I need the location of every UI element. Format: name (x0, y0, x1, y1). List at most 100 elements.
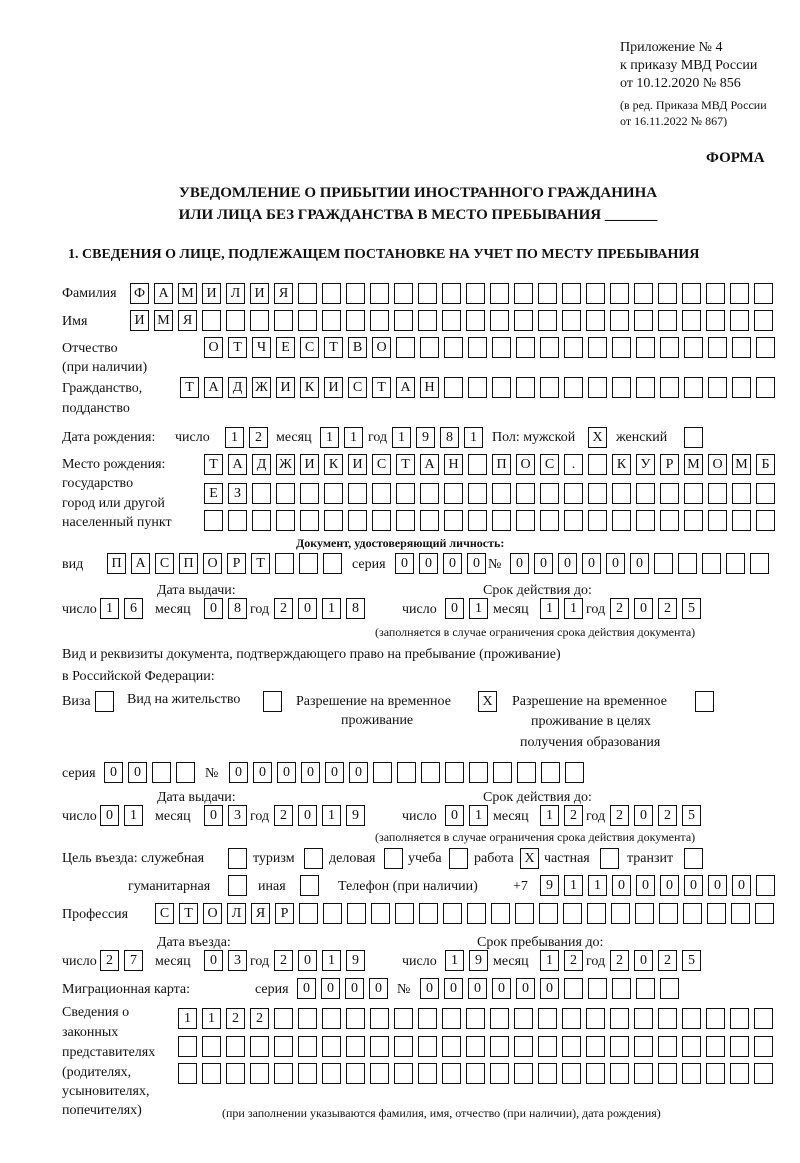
char-cell[interactable] (300, 510, 319, 531)
char-cell[interactable]: 0 (612, 875, 631, 896)
char-cell[interactable] (732, 337, 751, 358)
char-cell[interactable] (252, 483, 271, 504)
char-cell[interactable]: 0 (630, 553, 649, 574)
char-cell[interactable]: М (732, 454, 751, 475)
char-cell[interactable] (469, 762, 488, 783)
char-cell[interactable] (491, 903, 510, 924)
char-cell[interactable]: 0 (298, 805, 317, 826)
char-cell[interactable] (466, 1036, 485, 1057)
char-cell[interactable] (730, 1008, 749, 1029)
char-cell[interactable] (442, 283, 461, 304)
char-cell[interactable] (659, 903, 678, 924)
char-cell[interactable] (708, 337, 727, 358)
char-cell[interactable] (660, 483, 679, 504)
char-cell[interactable] (490, 1063, 509, 1084)
char-cell[interactable] (538, 310, 557, 331)
char-cell[interactable] (442, 1008, 461, 1029)
char-cell[interactable] (178, 1036, 197, 1057)
char-cell[interactable]: С (348, 377, 367, 398)
char-cell[interactable] (490, 1008, 509, 1029)
char-cell[interactable]: Т (324, 337, 343, 358)
char-cell[interactable] (371, 903, 390, 924)
char-cell[interactable]: 0 (419, 553, 438, 574)
char-cell[interactable] (588, 978, 607, 999)
char-cell[interactable]: А (204, 377, 223, 398)
char-cell[interactable] (466, 283, 485, 304)
char-cell[interactable]: Т (396, 454, 415, 475)
char-cell[interactable] (445, 762, 464, 783)
char-cell[interactable] (490, 310, 509, 331)
char-cell[interactable] (322, 283, 341, 304)
char-cell[interactable]: 1 (540, 598, 559, 619)
char-cell[interactable] (732, 483, 751, 504)
char-cell[interactable]: А (420, 454, 439, 475)
char-cell[interactable] (708, 510, 727, 531)
char-cell[interactable]: И (276, 377, 295, 398)
char-cell[interactable] (228, 510, 247, 531)
char-cell[interactable] (706, 310, 725, 331)
char-cell[interactable] (515, 903, 534, 924)
char-cell[interactable]: П (107, 553, 126, 574)
char-cell[interactable] (202, 1036, 221, 1057)
char-cell[interactable] (658, 283, 677, 304)
char-cell[interactable]: 2 (250, 1008, 269, 1029)
char-cell[interactable]: Ж (252, 377, 271, 398)
char-cell[interactable] (418, 1008, 437, 1029)
char-cell[interactable] (612, 510, 631, 531)
char-cell[interactable] (756, 377, 775, 398)
char-cell[interactable] (564, 377, 583, 398)
char-cell[interactable]: 1 (392, 427, 411, 448)
char-cell[interactable]: 0 (534, 553, 553, 574)
char-cell[interactable] (346, 1008, 365, 1029)
char-cell[interactable] (726, 553, 745, 574)
char-cell[interactable] (514, 283, 533, 304)
char-cell[interactable]: 1 (540, 950, 559, 971)
char-cell[interactable] (514, 1008, 533, 1029)
char-cell[interactable] (466, 1063, 485, 1084)
char-cell[interactable]: 1 (322, 950, 341, 971)
char-cell[interactable] (395, 903, 414, 924)
char-cell[interactable]: П (492, 454, 511, 475)
char-cell[interactable] (682, 1063, 701, 1084)
char-cell[interactable]: 9 (469, 950, 488, 971)
char-cell[interactable]: А (396, 377, 415, 398)
char-cell[interactable]: 0 (444, 978, 463, 999)
char-cell[interactable] (420, 337, 439, 358)
char-cell[interactable] (562, 1036, 581, 1057)
char-cell[interactable]: 0 (634, 805, 653, 826)
char-cell[interactable] (634, 283, 653, 304)
char-cell[interactable] (492, 510, 511, 531)
char-cell[interactable]: 0 (204, 805, 223, 826)
char-cell[interactable] (250, 1063, 269, 1084)
char-cell[interactable] (708, 483, 727, 504)
char-cell[interactable]: С (155, 903, 174, 924)
char-cell[interactable] (322, 310, 341, 331)
char-cell[interactable]: 1 (588, 875, 607, 896)
char-cell[interactable] (540, 337, 559, 358)
char-cell[interactable]: Ч (252, 337, 271, 358)
char-cell[interactable] (586, 1063, 605, 1084)
char-cell[interactable] (394, 1063, 413, 1084)
char-cell[interactable]: 1 (469, 598, 488, 619)
char-cell[interactable] (274, 310, 293, 331)
char-cell[interactable] (298, 1036, 317, 1057)
char-cell[interactable]: И (300, 454, 319, 475)
char-cell[interactable] (684, 483, 703, 504)
char-cell[interactable]: 0 (277, 762, 296, 783)
char-cell[interactable] (562, 283, 581, 304)
char-cell[interactable]: 2 (564, 950, 583, 971)
char-cell[interactable]: Н (420, 377, 439, 398)
char-cell[interactable] (468, 483, 487, 504)
char-cell[interactable] (276, 510, 295, 531)
char-cell[interactable] (517, 762, 536, 783)
char-cell[interactable]: 2 (226, 1008, 245, 1029)
char-cell[interactable]: 1 (464, 427, 483, 448)
char-cell[interactable] (588, 454, 607, 475)
char-cell[interactable]: О (372, 337, 391, 358)
char-cell[interactable] (682, 1036, 701, 1057)
char-cell[interactable]: М (178, 283, 197, 304)
char-cell[interactable]: 0 (349, 762, 368, 783)
char-cell[interactable] (274, 1008, 293, 1029)
char-cell[interactable]: 0 (634, 950, 653, 971)
char-cell[interactable] (323, 903, 342, 924)
